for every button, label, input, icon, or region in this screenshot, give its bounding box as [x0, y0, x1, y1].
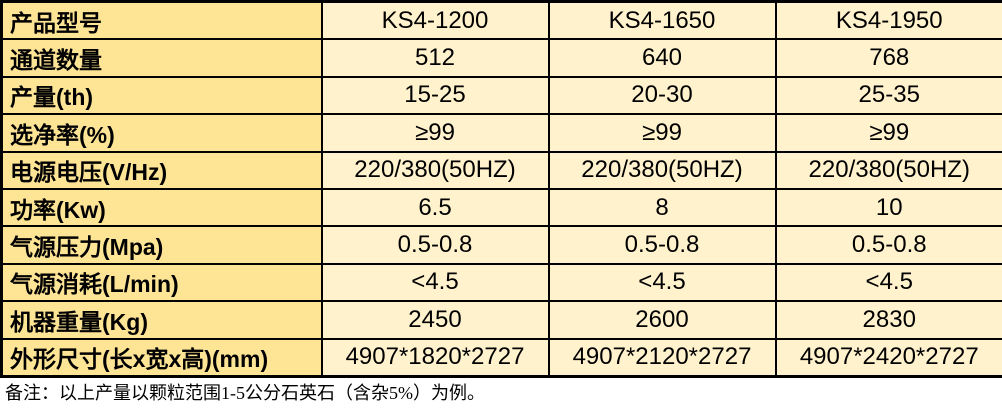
model-cell: KS4-1650: [547, 0, 777, 41]
row-header-weight: 机器重量(Kg): [0, 300, 323, 340]
table-cell: 512: [320, 38, 550, 78]
row-header-air-consumption: 气源消耗(L/min): [0, 262, 323, 303]
product-spec-table: 产品型号 KS4-1200 KS4-1650 KS4-1950 通道数量 512…: [0, 0, 1002, 378]
row-header-air-pressure: 气源压力(Mpa): [0, 225, 323, 265]
row-header-dimensions: 外形尺寸(长x宽x高)(mm): [0, 337, 323, 378]
model-cell: KS4-1200: [320, 0, 550, 41]
table-row-sorting-rate: 选净率(%) ≥99 ≥99 ≥99: [0, 113, 1002, 153]
table-cell: 4907*2420*2727: [774, 337, 1002, 378]
row-header-model: 产品型号: [0, 0, 323, 41]
table-cell: 220/380(50HZ): [547, 150, 777, 190]
table-cell: 0.5-0.8: [320, 225, 550, 265]
table-cell: 6.5: [320, 187, 550, 228]
table-cell: 25-35: [774, 75, 1002, 116]
table-row-weight: 机器重量(Kg) 2450 2600 2830: [0, 300, 1002, 340]
row-header-output: 产量(th): [0, 75, 323, 116]
table-row-power: 功率(Kw) 6.5 8 10: [0, 187, 1002, 228]
table-cell: 4907*2120*2727: [547, 337, 777, 378]
table-row-channels: 通道数量 512 640 768: [0, 38, 1002, 78]
table-row-air-consumption: 气源消耗(L/min) <4.5 <4.5 <4.5: [0, 262, 1002, 303]
table-cell: 0.5-0.8: [774, 225, 1002, 265]
row-header-sorting-rate: 选净率(%): [0, 113, 323, 153]
table-cell: <4.5: [774, 262, 1002, 303]
table-cell: <4.5: [320, 262, 550, 303]
row-header-voltage: 电源电压(V/Hz): [0, 150, 323, 190]
model-cell: KS4-1950: [774, 0, 1002, 41]
table-row-output: 产量(th) 15-25 20-30 25-35: [0, 75, 1002, 116]
table-cell: 0.5-0.8: [547, 225, 777, 265]
table-cell: 220/380(50HZ): [320, 150, 550, 190]
table-cell: 4907*1820*2727: [320, 337, 550, 378]
table-cell: ≥99: [547, 113, 777, 153]
table-row-air-pressure: 气源压力(Mpa) 0.5-0.8 0.5-0.8 0.5-0.8: [0, 225, 1002, 265]
table-cell: 20-30: [547, 75, 777, 116]
table-cell: ≥99: [320, 113, 550, 153]
table-cell: ≥99: [774, 113, 1002, 153]
table-cell: 768: [774, 38, 1002, 78]
row-header-channels: 通道数量: [0, 38, 323, 78]
table-cell: 10: [774, 187, 1002, 228]
table-cell: <4.5: [547, 262, 777, 303]
table-row-dimensions: 外形尺寸(长x宽x高)(mm) 4907*1820*2727 4907*2120…: [0, 337, 1002, 378]
table-cell: 2830: [774, 300, 1002, 340]
table-cell: 640: [547, 38, 777, 78]
footnote: 备注：以上产量以颗粒范围1-5公分石英石（含杂5%）为例。: [0, 378, 1002, 409]
table-cell: 2600: [547, 300, 777, 340]
table-cell: 15-25: [320, 75, 550, 116]
table-row-model: 产品型号 KS4-1200 KS4-1650 KS4-1950: [0, 0, 1002, 41]
table-cell: 8: [547, 187, 777, 228]
table-cell: 2450: [320, 300, 550, 340]
table-cell: 220/380(50HZ): [774, 150, 1002, 190]
row-header-power: 功率(Kw): [0, 187, 323, 228]
table-row-voltage: 电源电压(V/Hz) 220/380(50HZ) 220/380(50HZ) 2…: [0, 150, 1002, 190]
